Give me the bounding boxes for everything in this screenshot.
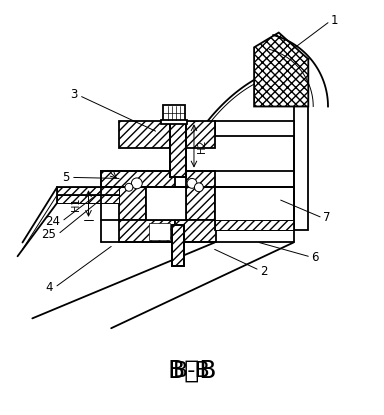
Text: H1: H1	[71, 197, 81, 211]
Bar	[215, 200, 293, 229]
Bar	[119, 121, 175, 148]
Bar	[215, 187, 293, 229]
Text: 7: 7	[323, 211, 331, 225]
Circle shape	[194, 183, 204, 192]
Text: H2: H2	[197, 139, 207, 153]
Text: B－B: B－B	[167, 359, 217, 383]
Circle shape	[187, 178, 197, 188]
Bar	[149, 223, 170, 239]
Text: 4: 4	[46, 281, 53, 294]
Text: 2: 2	[260, 265, 268, 278]
Text: 24: 24	[45, 215, 60, 228]
Bar	[101, 171, 175, 187]
Text: B-B: B-B	[173, 361, 211, 381]
Bar	[170, 121, 186, 178]
Bar	[293, 107, 308, 229]
Bar	[57, 195, 119, 203]
Circle shape	[131, 178, 142, 189]
Bar	[146, 187, 186, 220]
Bar	[175, 220, 216, 242]
Bar	[215, 220, 293, 229]
Bar	[119, 187, 146, 220]
Bar	[215, 121, 293, 136]
Text: 5: 5	[63, 171, 70, 184]
Bar	[186, 171, 215, 187]
Bar	[119, 220, 175, 242]
Circle shape	[125, 183, 133, 191]
Bar	[164, 105, 185, 121]
Bar	[172, 225, 184, 266]
Bar	[186, 187, 215, 220]
Polygon shape	[254, 32, 308, 107]
Text: 1: 1	[331, 14, 338, 27]
Bar	[161, 120, 187, 124]
Bar	[170, 121, 186, 178]
Text: 25: 25	[41, 228, 56, 241]
Text: 6: 6	[311, 251, 319, 264]
Bar	[172, 225, 184, 266]
Text: 3: 3	[70, 88, 78, 101]
Bar	[175, 121, 215, 148]
Bar	[57, 187, 119, 195]
